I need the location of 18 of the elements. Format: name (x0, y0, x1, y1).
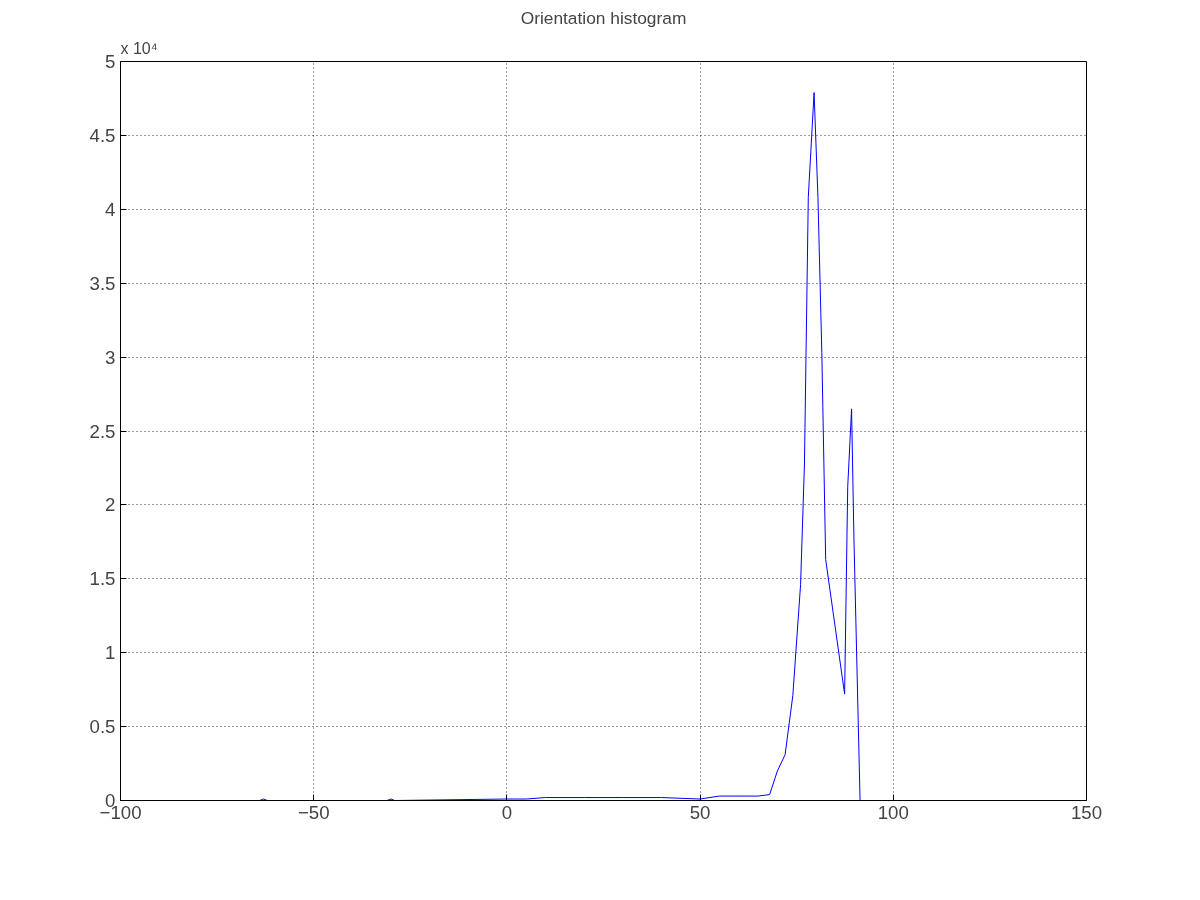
line-series (259, 92, 861, 801)
y-tick-label: 1 (105, 642, 116, 664)
y-tick-label: 2.5 (89, 420, 116, 442)
y-tick-label: 5 (105, 51, 116, 72)
x-tick-label: −50 (297, 801, 330, 823)
y-tick-label: 1.5 (89, 568, 116, 590)
y-tick-label: 3 (105, 346, 116, 368)
x-tick-label: 150 (1070, 801, 1103, 823)
y-tick-label: 0.5 (89, 716, 116, 738)
y-tick-label: 2 (105, 494, 116, 516)
y-tick-label: 4 (105, 198, 116, 220)
x-tick-label: 0 (501, 801, 513, 823)
chart-title: Orientation histogram (520, 7, 687, 28)
x-tick-label: 50 (689, 801, 711, 823)
y-tick-label: 4.5 (89, 124, 116, 146)
text: x 10⁴ (120, 39, 158, 57)
x-tick-label: 100 (877, 801, 909, 823)
y-tick-label: 3.5 (89, 272, 116, 294)
